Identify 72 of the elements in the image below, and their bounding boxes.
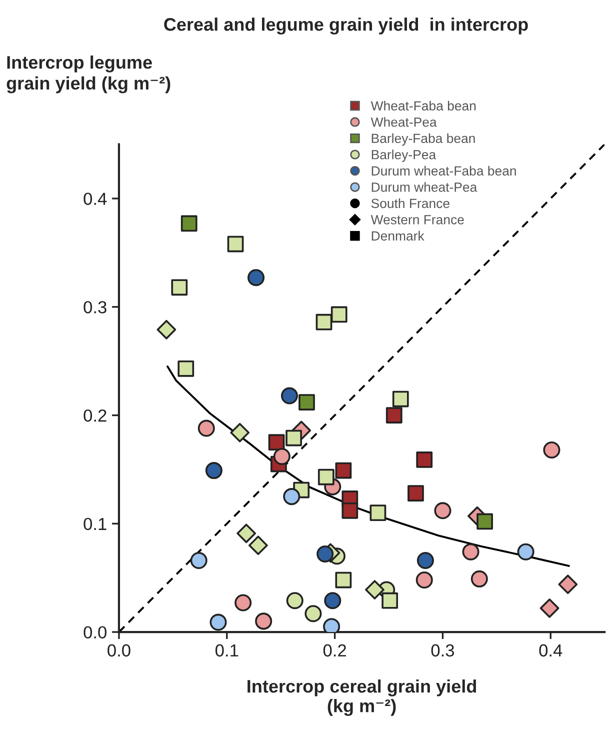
- point: [330, 306, 348, 323]
- point: [323, 618, 340, 632]
- point: [416, 571, 433, 589]
- y-axis-title: Intercrop legume grain yield (kg m⁻²): [6, 56, 170, 94]
- point: [234, 594, 252, 612]
- point: [255, 612, 272, 630]
- point: [178, 360, 194, 377]
- y-tick-label: 0.0: [84, 626, 106, 638]
- point: [198, 420, 215, 437]
- point: [304, 605, 322, 622]
- point: [316, 545, 334, 563]
- y-tick-label: 0.4: [84, 192, 107, 205]
- point: [434, 502, 452, 520]
- point: [248, 269, 265, 286]
- point: [210, 614, 227, 631]
- point: [318, 468, 334, 486]
- y-tick-label: 0.1: [84, 518, 106, 530]
- point: [190, 552, 208, 570]
- point: [416, 552, 434, 570]
- point: [476, 513, 493, 530]
- legend-label: Denmark: [372, 230, 424, 241]
- point: [156, 320, 176, 340]
- point: [335, 462, 352, 479]
- legend-label: Barley-Pea: [372, 150, 436, 162]
- point: [382, 592, 398, 609]
- point: [324, 592, 342, 610]
- point: [180, 215, 198, 232]
- point: [268, 434, 285, 451]
- y-tick-label: 0.2: [84, 409, 106, 422]
- point: [236, 524, 256, 544]
- point: [342, 502, 358, 519]
- point: [286, 430, 302, 446]
- point: [171, 279, 188, 296]
- x-tick-label: 0.3: [431, 644, 454, 657]
- point: [386, 407, 402, 424]
- chart-title: Cereal and legume grain yield in intercrop: [164, 18, 528, 34]
- x-tick-label: 0.2: [323, 644, 346, 657]
- point: [416, 452, 433, 468]
- point: [280, 387, 298, 404]
- point: [286, 592, 304, 610]
- point: [298, 394, 315, 410]
- point: [283, 488, 300, 506]
- point: [543, 441, 560, 458]
- y-tick-label: 0.3: [84, 301, 106, 314]
- x-tick-label: 0.0: [108, 644, 130, 657]
- x-tick-label: 0.4: [539, 644, 562, 657]
- legend-label: Durum wheat-Faba bean: [372, 166, 516, 176]
- point: [335, 572, 352, 588]
- legend-label: Wheat-Pea: [370, 117, 437, 127]
- x-tick-label: 0.1: [215, 644, 238, 657]
- point: [517, 543, 534, 560]
- point: [227, 236, 244, 252]
- point: [370, 504, 386, 521]
- point: [365, 580, 384, 600]
- point: [392, 390, 409, 408]
- x-axis-title: Intercrop cereal grain yield (kg m⁻²): [248, 679, 476, 716]
- point: [408, 485, 424, 502]
- point: [248, 536, 268, 556]
- point: [470, 570, 488, 588]
- line-series: [166, 366, 570, 567]
- point: [316, 314, 332, 330]
- legend-label: Durum wheat-Pea: [372, 182, 478, 192]
- point: [230, 422, 250, 442]
- legend-label: South France: [371, 198, 450, 208]
- legend-label: Western France: [370, 215, 464, 224]
- legend-label: Barley-Faba bean: [372, 133, 475, 146]
- point: [462, 543, 480, 560]
- point: [273, 448, 290, 465]
- legend-label: Wheat-Faba bean: [370, 100, 476, 111]
- point: [540, 598, 560, 618]
- point: [558, 574, 578, 594]
- point: [205, 462, 222, 480]
